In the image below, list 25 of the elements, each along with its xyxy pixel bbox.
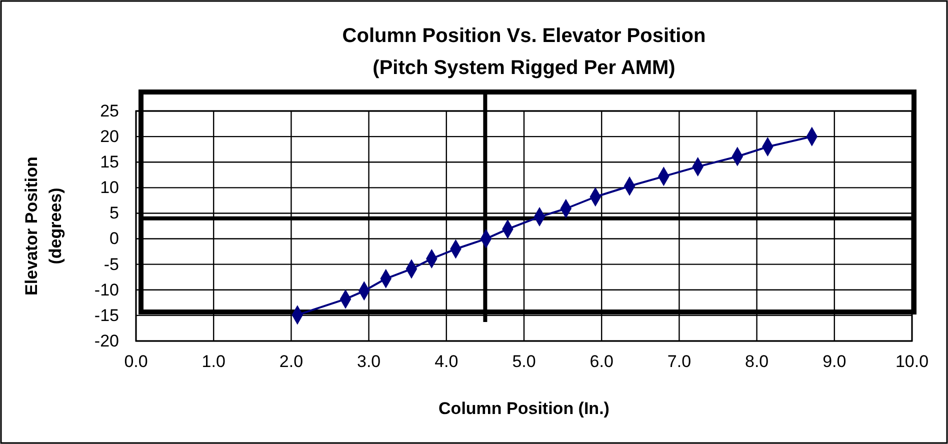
y-tick-label: -5 (104, 254, 119, 274)
x-tick-label: 5.0 (512, 352, 536, 372)
y-tick-label: -10 (94, 280, 119, 300)
y-tick-label: 20 (100, 126, 119, 146)
y-tick-label: 5 (110, 204, 119, 223)
y-tick-label: -20 (94, 331, 119, 350)
x-axis-title: Column Position (In.) (438, 399, 610, 418)
x-tick-label: 4.0 (434, 352, 458, 372)
x-tick-label: 9.0 (822, 352, 846, 372)
x-tick-label: 7.0 (667, 352, 692, 372)
x-tick-label: 6.0 (590, 352, 614, 372)
x-tick-label: 0.0 (124, 352, 148, 372)
y-axis-title: Elevator Position (degrees) (22, 156, 65, 296)
y-tick-label: 0 (110, 229, 119, 248)
x-tick-label: 1.0 (202, 352, 226, 372)
x-tick-label: 3.0 (356, 352, 381, 372)
x-tick-label: 10.0 (895, 352, 929, 372)
chart-subtitle: (Pitch System Rigged Per AMM) (372, 57, 676, 79)
chart-title: Column Position Vs. Elevator Position (342, 25, 706, 47)
x-tick-label: 2.0 (279, 352, 304, 372)
y-tick-label: 15 (100, 152, 119, 172)
y-tick-label: 10 (100, 178, 119, 198)
x-tick-label: 8.0 (744, 352, 769, 372)
y-tick-label: -15 (94, 306, 119, 325)
y-tick-label: 25 (100, 101, 119, 120)
